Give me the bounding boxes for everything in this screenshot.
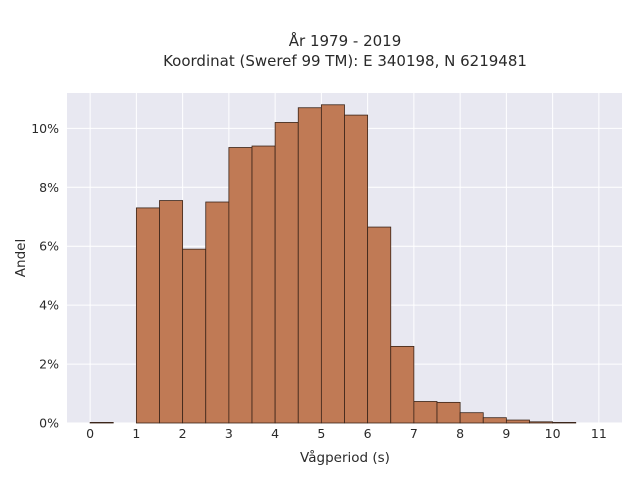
x-tick-label: 0 [86, 426, 94, 441]
x-tick-label: 10 [545, 426, 561, 441]
y-tick-label: 10% [31, 121, 59, 136]
histogram-bar [390, 345, 415, 424]
histogram-bar [505, 419, 530, 424]
chart-title-line-2: Koordinat (Sweref 99 TM): E 340198, N 62… [163, 52, 527, 70]
y-tick-label: 0% [39, 416, 59, 431]
y-axis-label: Andel [13, 239, 29, 277]
histogram-bar [251, 145, 276, 424]
histogram-bar [135, 207, 160, 424]
histogram-bar [344, 114, 369, 424]
x-tick-label: 1 [132, 426, 140, 441]
histogram-bar [552, 422, 577, 424]
histogram-bar [297, 107, 322, 424]
histogram-bar [413, 401, 438, 424]
histogram-bar [367, 226, 392, 424]
histogram-bar [228, 147, 253, 424]
y-tick-label: 8% [39, 180, 59, 195]
x-tick-label: 8 [456, 426, 464, 441]
x-tick-label: 2 [179, 426, 187, 441]
histogram-bar [529, 421, 554, 424]
x-tick-label: 9 [502, 426, 510, 441]
x-tick-label: 3 [225, 426, 233, 441]
histogram-bar [182, 248, 207, 424]
x-tick-label: 7 [410, 426, 418, 441]
histogram-bar [320, 104, 345, 424]
x-axis-label: Vågperiod (s) [300, 449, 390, 466]
histogram-bar [436, 401, 461, 424]
chart-title-line-1: År 1979 - 2019 [289, 31, 402, 50]
x-axis-ticks: 0 1 2 3 4 5 6 7 8 9 10 11 [86, 426, 607, 441]
histogram-bar [205, 201, 230, 424]
x-tick-label: 11 [591, 426, 607, 441]
x-tick-label: 5 [317, 426, 325, 441]
histogram-bar [482, 417, 507, 424]
y-axis-ticks: 0% 2% 4% 6% 8% 10% [31, 121, 59, 431]
y-tick-label: 4% [39, 298, 59, 313]
y-tick-label: 6% [39, 239, 59, 254]
x-tick-label: 4 [271, 426, 279, 441]
histogram-bar [274, 122, 299, 424]
y-tick-label: 2% [39, 357, 59, 372]
histogram-bar [459, 412, 484, 424]
x-tick-label: 6 [364, 426, 372, 441]
bars [89, 104, 577, 424]
histogram-bar [89, 422, 114, 424]
histogram-bar [159, 200, 184, 424]
